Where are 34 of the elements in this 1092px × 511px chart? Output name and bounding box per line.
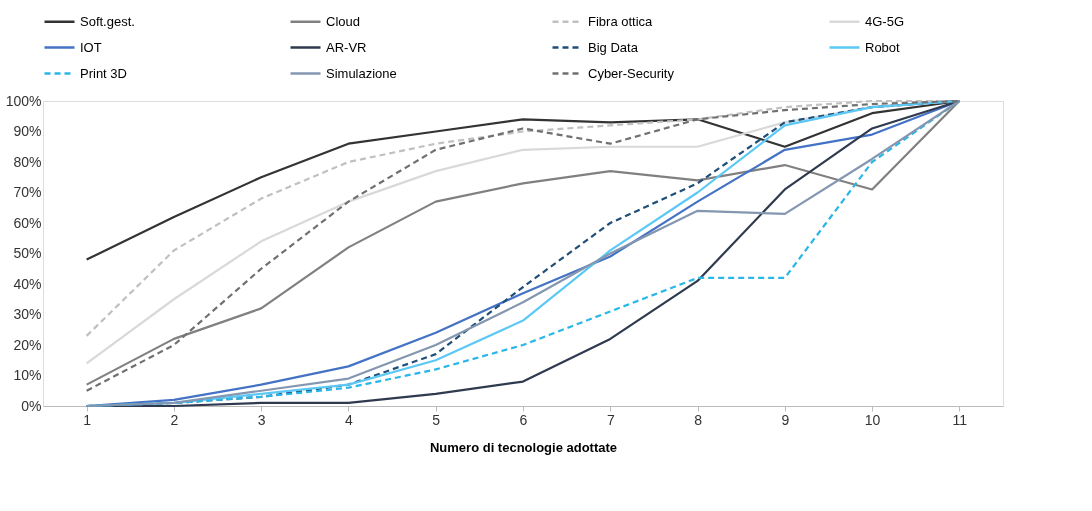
x-tick-label: 6 xyxy=(519,411,528,428)
x-axis-title: Numero di tecnologie adottate xyxy=(429,439,618,455)
legend-label: Robot xyxy=(865,39,901,55)
y-tick-label: 70% xyxy=(13,184,42,200)
y-tick-label: 60% xyxy=(13,214,42,231)
legend-label: IOT xyxy=(80,39,102,55)
legend-label: Fibra ottica xyxy=(588,13,654,29)
y-tick-label: 0% xyxy=(21,397,42,414)
y-tick-label: 10% xyxy=(13,367,42,383)
legend-label: 4G-5G xyxy=(865,13,905,29)
legend-label: AR-VR xyxy=(326,39,367,55)
y-tick-label: 40% xyxy=(13,275,42,292)
y-tick-label: 100% xyxy=(5,92,42,109)
y-tick-label: 30% xyxy=(13,306,42,322)
x-tick-label: 10 xyxy=(864,411,881,428)
y-tick-label: 80% xyxy=(13,153,42,170)
x-tick-label: 8 xyxy=(694,411,703,428)
legend-label: Print 3D xyxy=(80,65,127,81)
legend-label: Simulazione xyxy=(326,65,397,81)
y-tick-label: 20% xyxy=(13,336,42,353)
x-tick-label: 2 xyxy=(170,411,179,428)
x-tick-label: 3 xyxy=(257,411,266,428)
legend-label: Cyber-Security xyxy=(588,65,675,81)
x-tick-label: 9 xyxy=(781,411,790,428)
x-tick-label: 7 xyxy=(606,411,615,428)
y-tick-label: 50% xyxy=(13,245,42,261)
legend-label: Big Data xyxy=(588,39,639,55)
x-tick-label: 5 xyxy=(432,411,441,428)
x-tick-label: 1 xyxy=(83,411,92,428)
legend-label: Cloud xyxy=(326,13,360,29)
legend-label: Soft.gest. xyxy=(80,13,135,29)
x-tick-label: 11 xyxy=(952,411,968,428)
y-tick-label: 90% xyxy=(13,123,42,139)
x-tick-label: 4 xyxy=(345,411,354,428)
